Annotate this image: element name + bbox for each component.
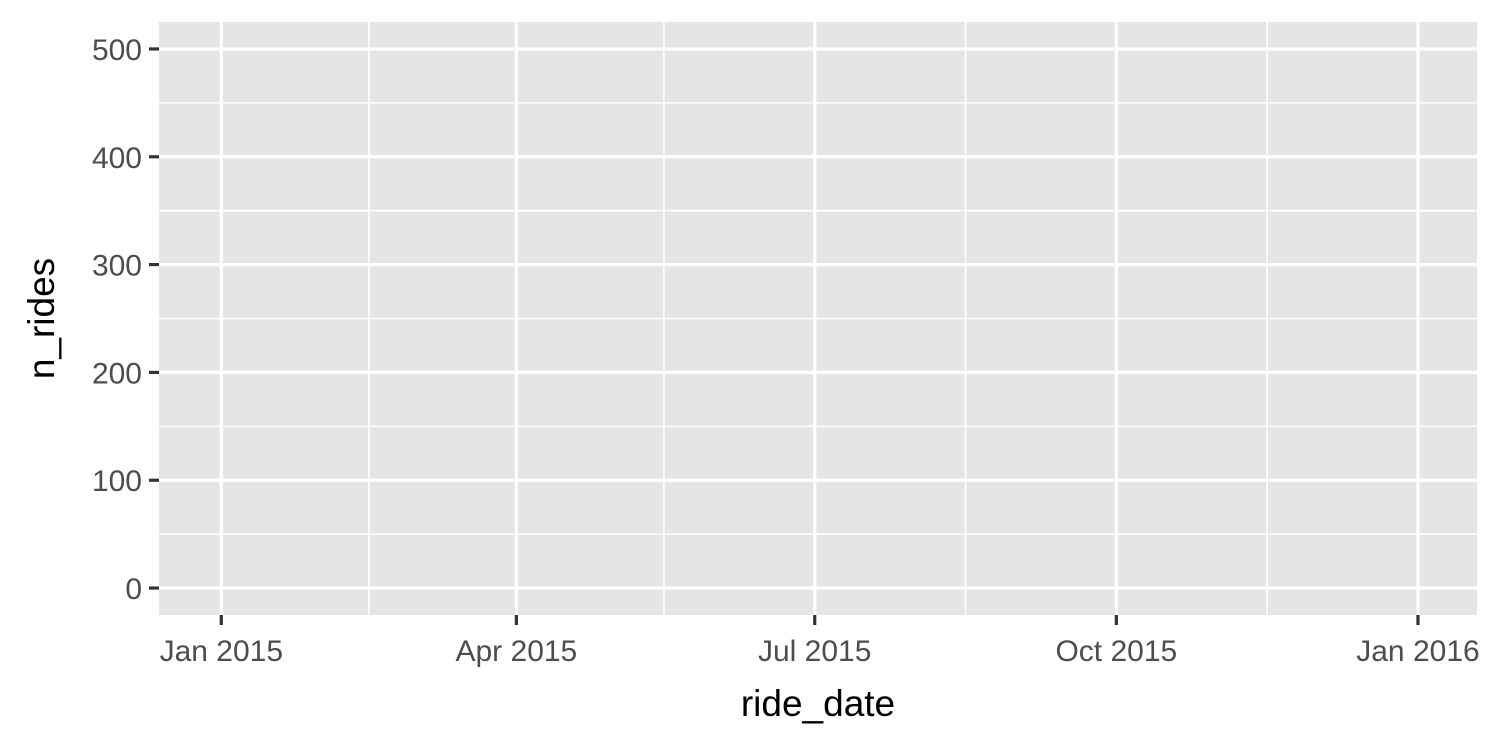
x-tick-label: Jul 2015 [758, 635, 871, 668]
major-gridlines [159, 22, 1477, 615]
x-tick-label: Oct 2015 [1055, 635, 1177, 668]
x-axis-title: ride_date [741, 683, 895, 724]
x-axis: Jan 2015 Apr 2015 Jul 2015 Oct 2015 Jan 2016 [160, 615, 1480, 668]
x-tick-label: Jan 2016 [1356, 635, 1479, 668]
y-tick-label: 500 [92, 34, 142, 67]
y-tick-label: 100 [92, 465, 142, 498]
minor-gridlines [159, 22, 1477, 615]
y-tick-label: 300 [92, 250, 142, 283]
y-tick-label: 400 [92, 142, 142, 175]
y-tick-label: 0 [125, 573, 142, 606]
y-axis-title: n_rides [21, 258, 62, 379]
x-tick-label: Apr 2015 [455, 635, 577, 668]
y-axis: 0 100 200 300 400 500 [92, 34, 159, 606]
x-tick-label: Jan 2015 [160, 635, 283, 668]
y-tick-label: 200 [92, 357, 142, 390]
